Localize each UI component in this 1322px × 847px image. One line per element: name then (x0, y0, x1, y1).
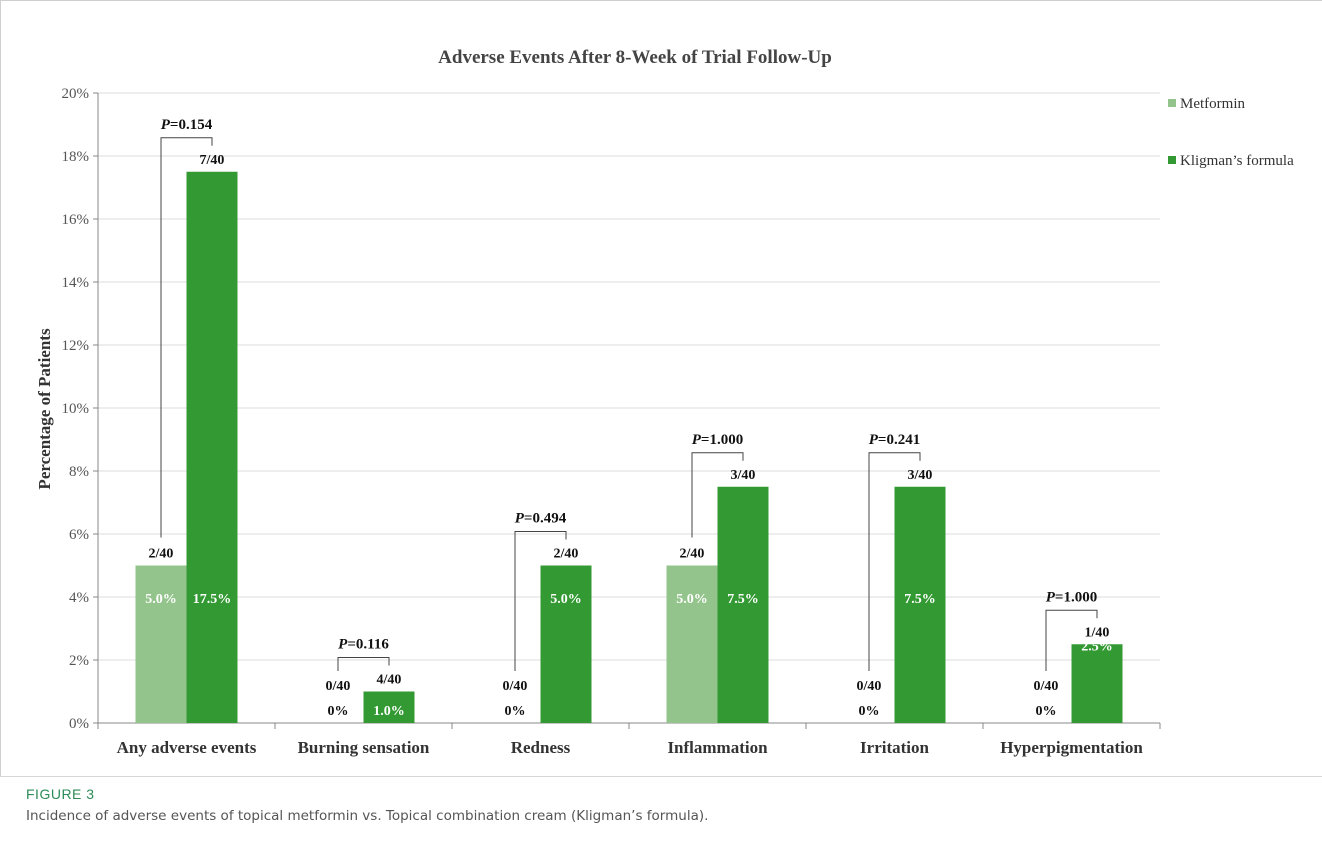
axes: 0% 2% 4% 6% 8% 10% 12% 14% 16% 18% 20% Any adverse … (62, 86, 1161, 757)
y-tick-label: 16% (62, 212, 90, 228)
p-value-label: P=0.241 (869, 432, 920, 448)
value-label-metformin: 0% (859, 704, 880, 719)
value-label-kligman: 7.5% (727, 592, 759, 607)
bar-kligman (540, 565, 592, 723)
figure-caption: Incidence of adverse events of topical m… (26, 808, 709, 824)
value-label-kligman: 17.5% (193, 592, 232, 607)
x-tick-label: Irritation (860, 738, 929, 757)
y-tick-label: 14% (62, 275, 90, 291)
p-value-number: =0.154 (170, 117, 213, 133)
gridlines (98, 92, 1160, 661)
y-tick-label: 8% (69, 464, 89, 480)
p-value-number: =1.000 (1055, 589, 1097, 605)
count-label-metformin: 2/40 (149, 547, 174, 562)
y-tick-label: 20% (62, 86, 90, 102)
bar-labels: 2/40 7/40 5.0% 17.5% 0/40 4/40 0% 1.0% 0/40 2/40 0… (145, 153, 1113, 719)
p-value-bracket (160, 137, 213, 538)
bar-metformin (135, 565, 187, 723)
y-tick-label: 12% (62, 338, 90, 354)
x-tick-label: Redness (511, 738, 571, 757)
y-tick-label: 2% (69, 653, 89, 669)
count-label-metformin: 0/40 (503, 679, 528, 694)
x-tick-label: Burning sensation (298, 738, 430, 757)
p-value-bracket (868, 452, 921, 671)
bar-kligman (363, 691, 415, 723)
count-label-kligman: 3/40 (731, 468, 756, 483)
p-value-symbol: P (869, 432, 879, 448)
x-tick-label: Hyperpigmentation (1000, 738, 1143, 757)
bar-metformin (666, 565, 718, 723)
legend-swatch-kligman (1168, 156, 1176, 164)
count-label-kligman: 4/40 (377, 673, 402, 688)
figure-label: FIGURE 3 (26, 786, 95, 802)
bars (135, 171, 1123, 723)
bar-kligman (1071, 644, 1123, 723)
y-axis-title: Percentage of Patients (35, 328, 54, 490)
p-value-label: P=0.116 (338, 637, 389, 653)
p-value-symbol: P (692, 432, 702, 448)
value-label-kligman: 2.5% (1081, 639, 1113, 654)
legend-label-metformin: Metformin (1180, 96, 1245, 112)
chart-title: Adverse Events After 8-Week of Trial Fol… (438, 47, 832, 68)
p-value-number: =1.000 (701, 432, 743, 448)
y-tick-label: 4% (69, 590, 89, 606)
count-label-kligman: 3/40 (908, 468, 933, 483)
p-value-symbol: P (338, 637, 348, 653)
p-value-bracket (691, 452, 744, 538)
count-label-metformin: 0/40 (1034, 679, 1059, 694)
value-label-metformin: 5.0% (676, 592, 708, 607)
legend-swatch-metformin (1168, 99, 1176, 107)
value-label-metformin: 0% (1036, 704, 1057, 719)
count-label-kligman: 1/40 (1085, 625, 1110, 640)
p-value-label: P=0.154 (161, 117, 213, 133)
value-label-kligman: 5.0% (550, 592, 582, 607)
bar-chart: 0% 2% 4% 6% 8% 10% 12% 14% 16% 18% 20% Any adverse … (35, 47, 1294, 757)
p-value-label: P=1.000 (692, 432, 743, 448)
bar-kligman (186, 171, 238, 723)
p-value-number: =0.241 (878, 432, 920, 448)
value-label-kligman: 7.5% (904, 592, 936, 607)
legend: Metformin Kligman’s formula (1168, 96, 1294, 169)
p-value-bracket (514, 531, 567, 671)
caption-divider (0, 776, 1322, 777)
bar-kligman (717, 486, 769, 723)
p-value-bracket (337, 657, 390, 671)
y-tick-label: 0% (69, 716, 89, 732)
count-label-metformin: 0/40 (326, 679, 351, 694)
count-label-kligman: 7/40 (200, 153, 225, 168)
value-label-metformin: 5.0% (145, 592, 177, 607)
left-border (0, 0, 1, 777)
count-label-metformin: 0/40 (857, 679, 882, 694)
value-label-metformin: 0% (328, 704, 349, 719)
value-label-metformin: 0% (505, 704, 526, 719)
top-border (0, 0, 1322, 1)
p-value-label: P=0.494 (515, 511, 567, 527)
p-value-number: =0.116 (347, 637, 389, 653)
y-tick-label: 18% (62, 149, 90, 165)
y-tick-label: 10% (62, 401, 90, 417)
x-tick-label: Any adverse events (117, 738, 257, 757)
count-label-kligman: 2/40 (554, 547, 579, 562)
p-value-number: =0.494 (524, 511, 567, 527)
p-value-symbol: P (1046, 589, 1056, 605)
p-value-symbol: P (161, 117, 171, 133)
value-label-kligman: 1.0% (373, 704, 405, 719)
x-tick-label: Inflammation (667, 738, 768, 757)
p-value-symbol: P (515, 511, 525, 527)
bar-kligman (894, 486, 946, 723)
count-label-metformin: 2/40 (680, 547, 705, 562)
p-value-label: P=1.000 (1046, 589, 1097, 605)
y-tick-label: 6% (69, 527, 89, 543)
p-value-bracket (1045, 609, 1098, 671)
legend-label-kligman: Kligman’s formula (1180, 153, 1294, 169)
